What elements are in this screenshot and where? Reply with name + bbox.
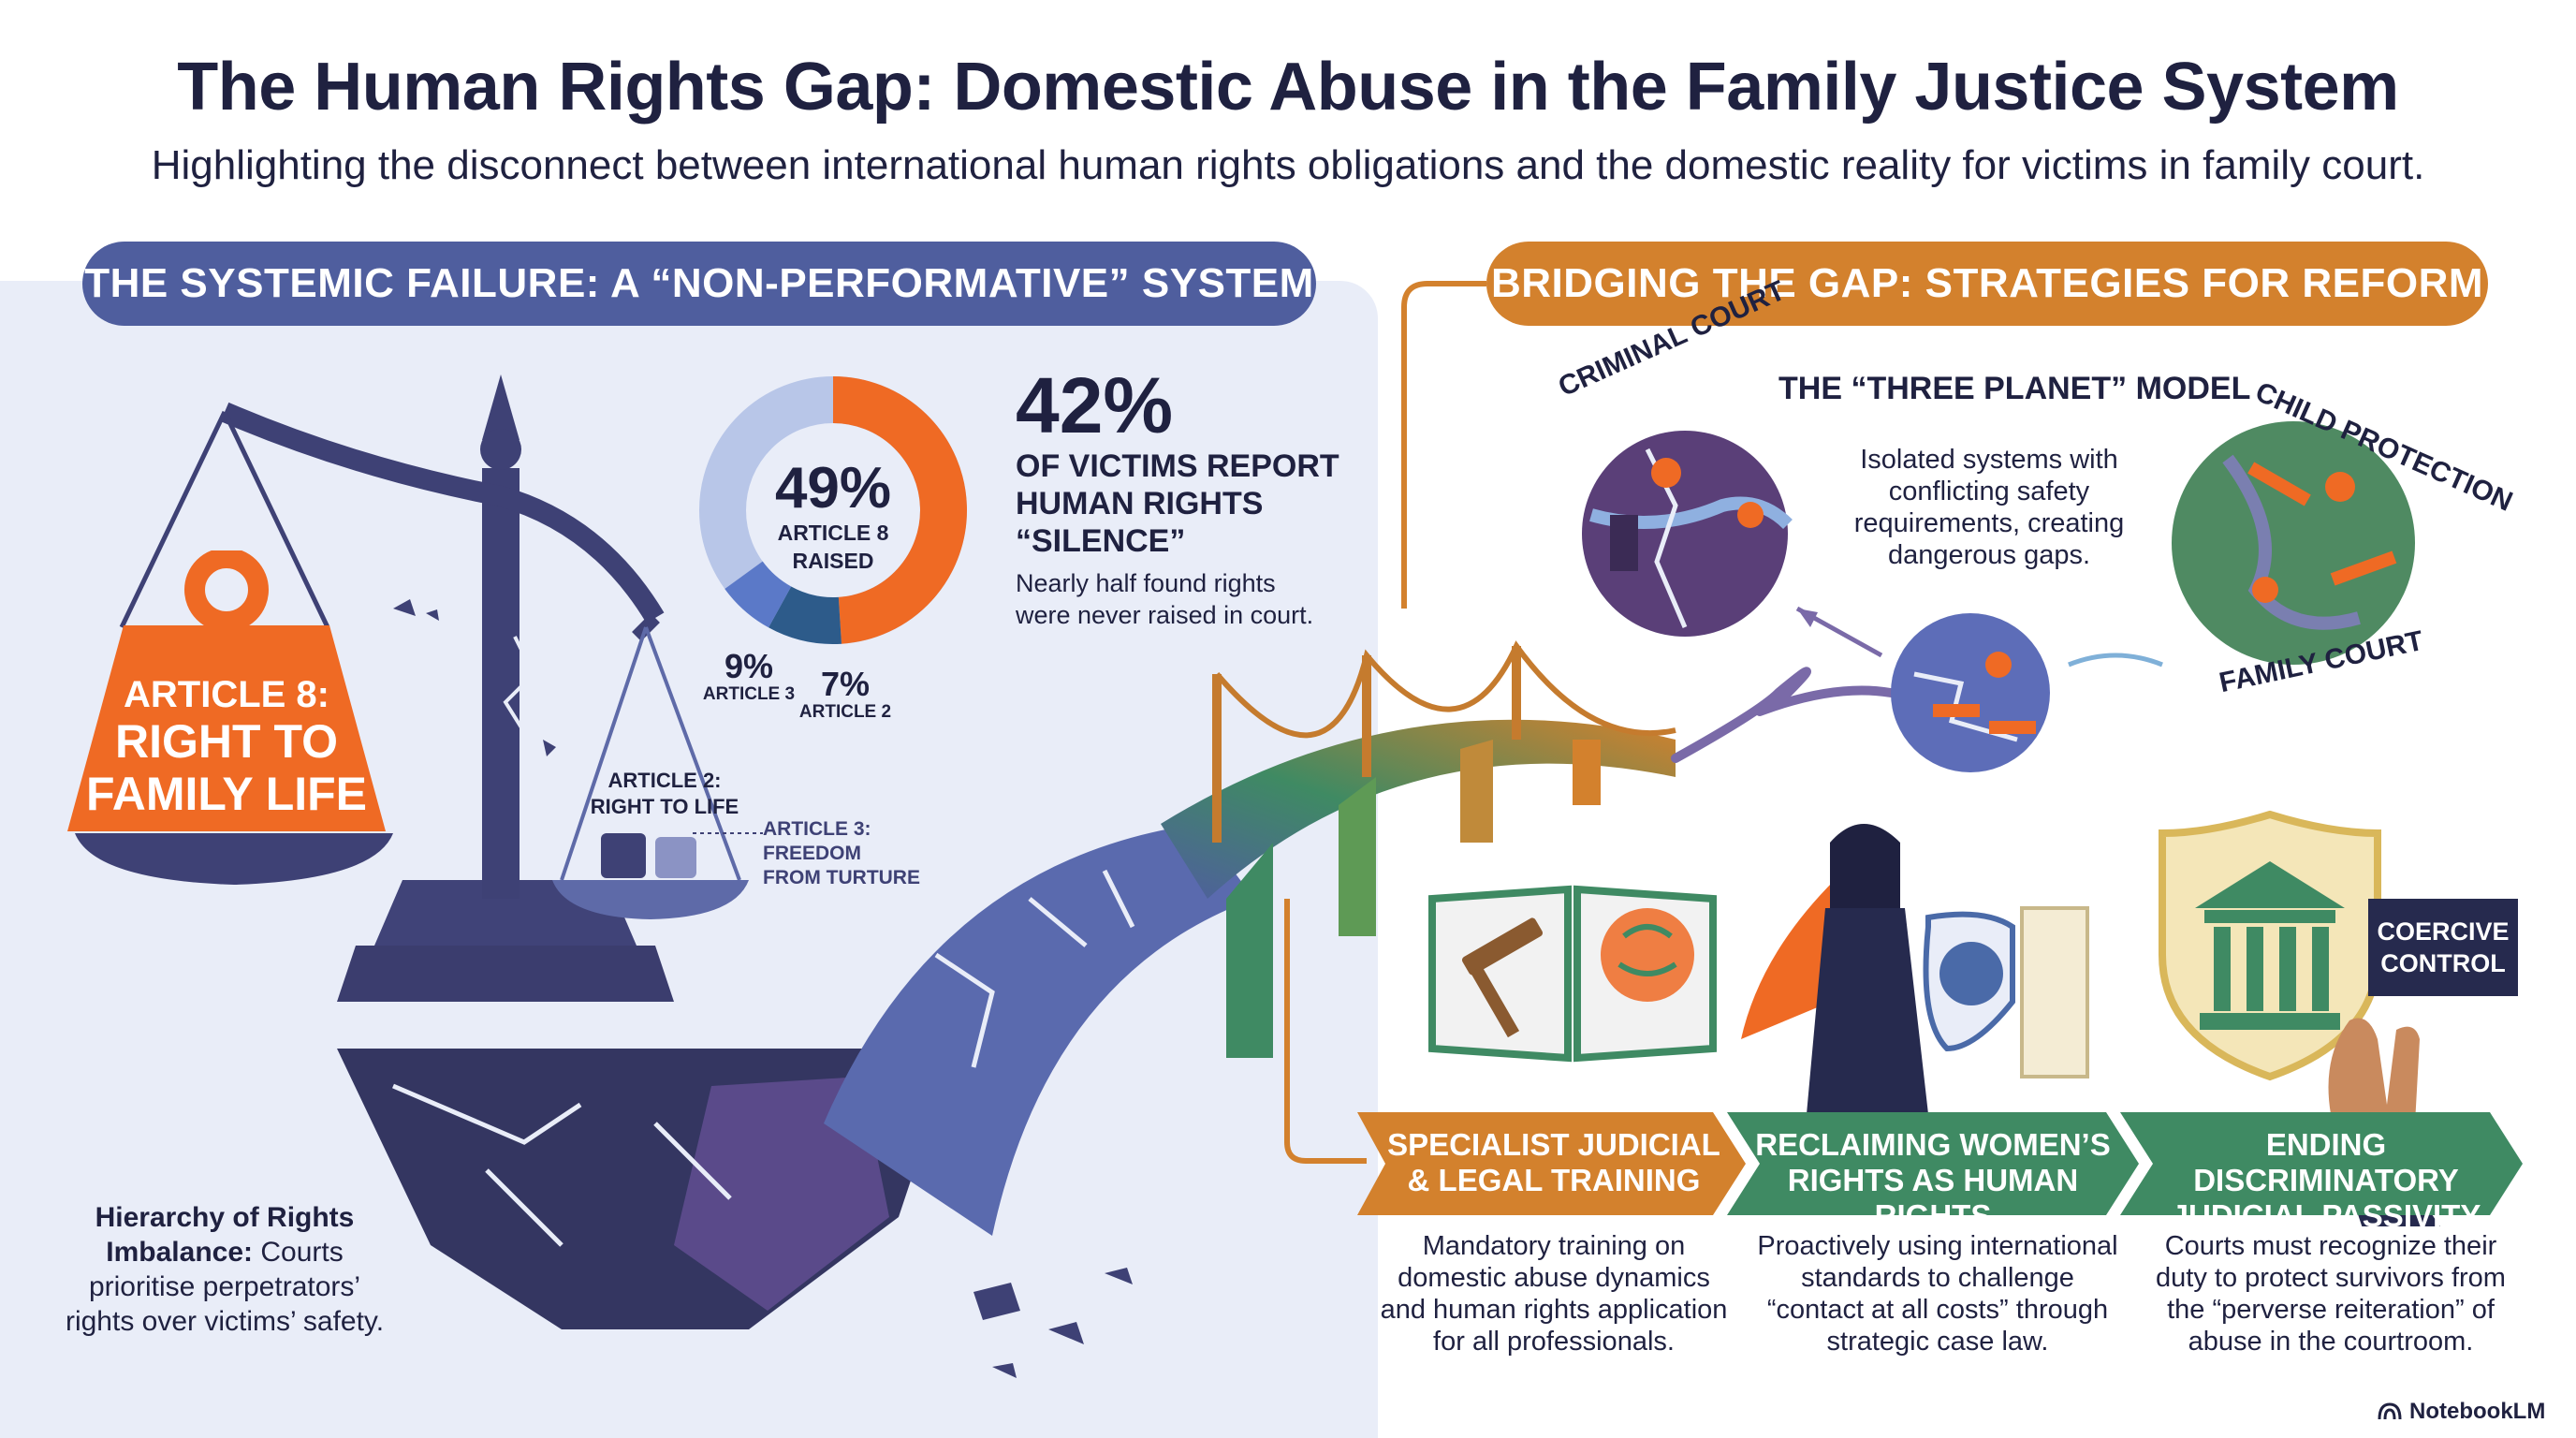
donut-center-value: 49% <box>774 456 892 521</box>
strategy-2-title-line2: RIGHTS AS HUMAN RIGHTS <box>1787 1163 2079 1233</box>
article2-segment-value: 7% <box>820 665 871 703</box>
strategy-1-body-line4: for all professionals. <box>1433 1327 1675 1357</box>
model-desc-line1: Isolated systems with <box>1860 445 2118 475</box>
strategy-1-body-line2: domestic abuse dynamics <box>1398 1263 1710 1293</box>
three-planet-title: THE “THREE PLANET” MODEL <box>1778 371 2251 406</box>
model-desc-line4: dangerous gaps. <box>1887 540 2091 570</box>
strategy-2-body-line2: standards to challenge <box>1801 1263 2074 1293</box>
planet-criminal-court-icon <box>1582 431 1793 637</box>
strategy-1-title-line1: SPECIALIST JUDICIAL <box>1387 1127 1720 1162</box>
hierarchy-title-line2: Imbalance: <box>106 1237 254 1268</box>
article3-annotation-line2: FREEDOM <box>763 843 861 864</box>
article3-annotation: ARTICLE 3: FREEDOM FROM TURTURE <box>763 817 969 890</box>
coercive-line2: CONTROL <box>2380 949 2506 977</box>
strategy-banners <box>1357 1112 2523 1215</box>
donut-slice-1 <box>832 376 967 644</box>
hierarchy-title-line1: Hierarchy of Rights <box>95 1202 355 1233</box>
strategy-3-body: Courts must recognize their duty to prot… <box>2134 1230 2527 1357</box>
strategy-3-body-line1: Courts must recognize their <box>2164 1231 2497 1261</box>
donut-slice-3 <box>724 560 792 628</box>
silence-stat-desc-line2: were never raised in court. <box>1016 601 1314 629</box>
article3-segment-value: 9% <box>724 647 774 685</box>
scales-of-justice-icon <box>75 374 749 1002</box>
strategy-1-body-line3: and human rights application <box>1380 1295 1728 1325</box>
strategy-3-body-line3: the “perverse reiteration” of <box>2167 1295 2495 1325</box>
hierarchy-line3: prioritise perpetrators’ <box>88 1271 361 1302</box>
family-life-label: FAMILY LIFE <box>85 768 368 820</box>
page-subtitle: Highlighting the disconnect between inte… <box>151 142 2425 188</box>
strategy-2-title-line1: RECLAIMING WOMEN’S <box>1755 1127 2111 1162</box>
article3-segment-name: ARTICLE 3 <box>702 684 796 704</box>
donut-center-text: 49% ARTICLE 8 RAISED <box>739 459 927 575</box>
article3-annotation-line1: ARTICLE 3: <box>763 818 871 840</box>
article3-segment-label: 9% ARTICLE 3 <box>697 649 800 705</box>
strategy-3-body-line4: abuse in the courtroom. <box>2188 1327 2474 1357</box>
coercive-control-badge: COERCIVE CONTROL <box>2368 899 2518 996</box>
hierarchy-rest-line2: Courts <box>253 1237 344 1268</box>
strategy-3-body-line2: duty to protect survivors from <box>2156 1263 2506 1293</box>
donut-center-label-line1: ARTICLE 8 <box>777 521 889 545</box>
planet-family-court-icon <box>1891 613 2050 772</box>
planet-arrows <box>1795 606 2163 668</box>
article2-label: ARTICLE 2: <box>607 769 722 792</box>
donut-center-label-line2: RAISED <box>792 549 874 573</box>
hierarchy-imbalance-note: Hierarchy of Rights Imbalance: Courts pr… <box>56 1200 393 1339</box>
planet-child-protection-icon <box>2172 421 2415 665</box>
silence-stat-value: 42% <box>1016 361 1174 449</box>
silence-stat-line2: HUMAN RIGHTS <box>1016 486 1264 521</box>
strategy-1-body-line1: Mandatory training on <box>1422 1231 1686 1261</box>
article8-weight-label: ARTICLE 8: RIGHT TO FAMILY LIFE <box>58 674 395 820</box>
strategy-1-body: Mandatory training on domestic abuse dyn… <box>1367 1230 1741 1357</box>
strategy-2-body: Proactively using international standard… <box>1750 1230 2125 1357</box>
strategy-3-title-line1: ENDING DISCRIMINATORY <box>2193 1127 2459 1197</box>
strategy-1: SPECIALIST JUDICIAL & LEGAL TRAINING <box>1385 1127 1722 1198</box>
article3-annotation-line3: FROM TURTURE <box>763 867 920 888</box>
strategy-3: ENDING DISCRIMINATORY JUDICIAL PASSIVITY <box>2148 1127 2504 1234</box>
systemic-failure-heading: THE SYSTEMIC FAILURE: A “NON-PERFORMATIV… <box>82 242 1316 326</box>
model-desc-line3: requirements, creating <box>1853 508 2125 538</box>
silence-stat-desc-line1: Nearly half found rights <box>1016 569 1276 597</box>
article2-pan-label: ARTICLE 2: RIGHT TO LIFE <box>562 768 768 820</box>
silence-stat: 42% OF VICTIMS REPORT HUMAN RIGHTS “SILE… <box>1016 363 1371 631</box>
strategy-1-title-line2: & LEGAL TRAINING <box>1407 1163 1701 1197</box>
coercive-line1: COERCIVE <box>2377 917 2510 946</box>
strategy-3-title-line2: JUDICIAL PASSIVITY <box>2171 1198 2481 1233</box>
strategy-2-body-line1: Proactively using international <box>1757 1231 2118 1261</box>
article-donut-chart <box>699 376 967 644</box>
article8-label: ARTICLE 8: <box>124 674 329 715</box>
woman-lawyer-icon <box>1741 824 2089 1114</box>
silence-stat-line1: OF VICTIMS REPORT <box>1016 448 1339 484</box>
brand-watermark: NotebookLM <box>2378 1399 2565 1425</box>
donut-slice-2 <box>768 586 842 644</box>
right-to-label: RIGHT TO <box>115 715 338 768</box>
strategy-2-body-line3: “contact at all costs” through <box>1766 1295 2109 1325</box>
article8-weight-icon <box>67 550 386 831</box>
brand-name: NotebookLM <box>2409 1399 2546 1424</box>
article2-segment-label: 7% ARTICLE 2 <box>794 667 897 723</box>
silence-stat-line3: “SILENCE” <box>1016 523 1186 559</box>
article2-segment-name: ARTICLE 2 <box>798 702 892 722</box>
hierarchy-line4: rights over victims’ safety. <box>65 1306 385 1337</box>
three-planet-description: Isolated systems with conflicting safety… <box>1825 444 2153 571</box>
strategy-2-body-line4: strategic case law. <box>1826 1327 2049 1357</box>
training-book-icon <box>1428 885 1717 1063</box>
courthouse-shield-icon <box>2159 810 2381 1081</box>
strategy-2: RECLAIMING WOMEN’S RIGHTS AS HUMAN RIGHT… <box>1755 1127 2111 1234</box>
right-to-life-label: RIGHT TO LIFE <box>590 795 739 818</box>
page-title: The Human Rights Gap: Domestic Abuse in … <box>177 50 2399 125</box>
model-desc-line2: conflicting safety <box>1888 477 2090 506</box>
notebooklm-logo-icon <box>2378 1402 2402 1420</box>
reform-strategies-heading: BRIDGING THE GAP: STRATEGIES FOR REFORM <box>1486 242 2488 326</box>
